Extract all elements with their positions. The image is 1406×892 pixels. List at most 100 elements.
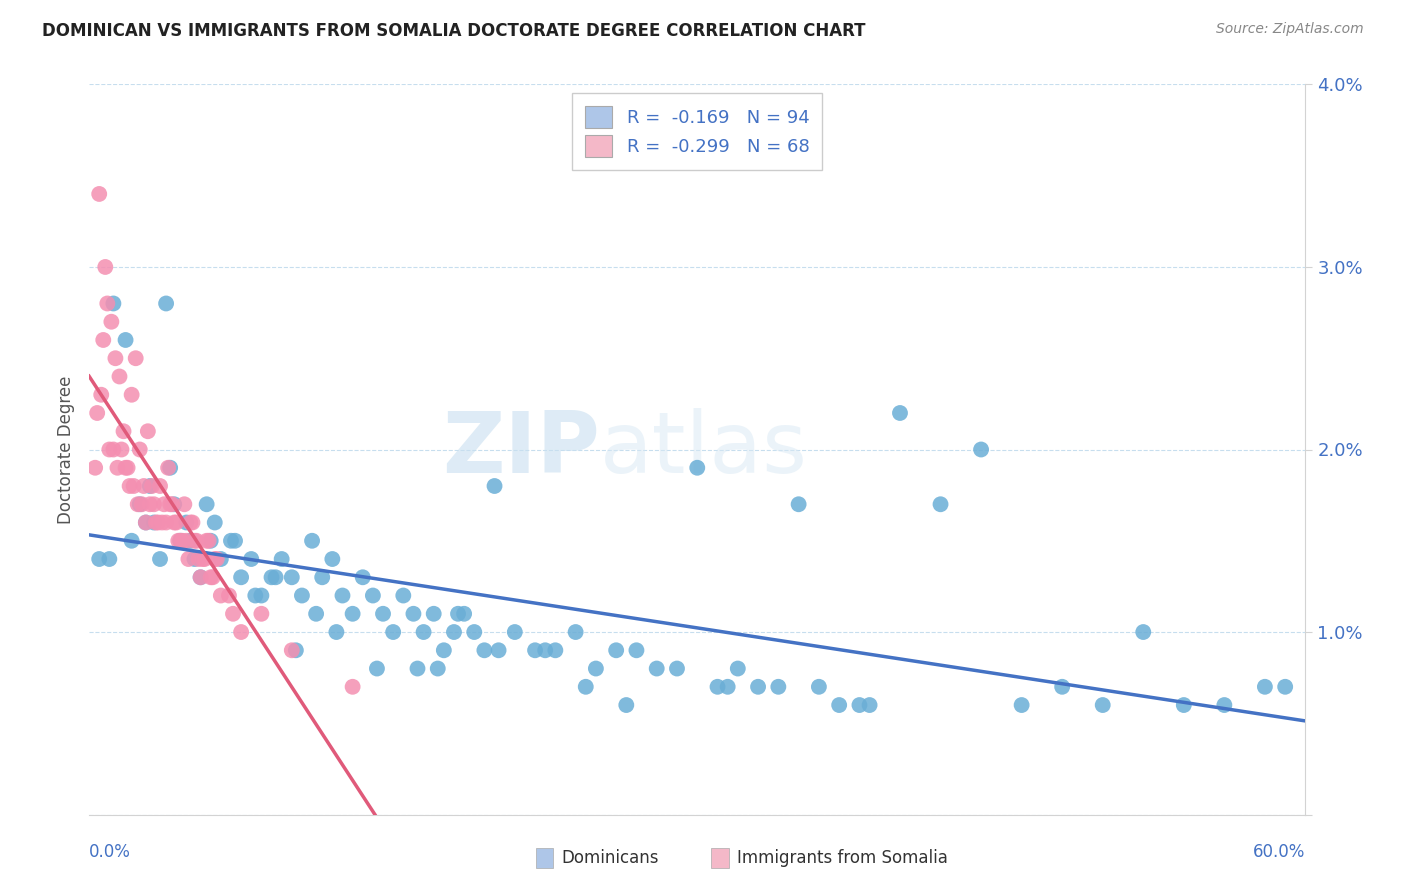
Point [128, 497, 150, 511]
Point [224, 533, 246, 548]
Point [100, 315, 122, 329]
Bar [536, 848, 554, 868]
Point [139, 479, 162, 493]
Point [325, 625, 347, 640]
Point [183, 533, 205, 548]
Point [84, 460, 107, 475]
Point [89, 186, 111, 201]
Point [392, 589, 415, 603]
Point [200, 570, 222, 584]
Point [564, 625, 586, 640]
Point [179, 516, 201, 530]
Point [201, 570, 224, 584]
Point [524, 643, 547, 657]
Point [125, 351, 148, 366]
Point [426, 661, 449, 675]
Point [250, 589, 273, 603]
Point [281, 570, 304, 584]
Point [141, 479, 163, 493]
Point [229, 570, 252, 584]
Y-axis label: Doctorate Degree: Doctorate Degree [58, 376, 75, 524]
Point [165, 516, 187, 530]
Point [177, 552, 200, 566]
Point [447, 607, 470, 621]
Point [575, 680, 598, 694]
Point [284, 643, 307, 657]
Point [176, 516, 198, 530]
Point [197, 533, 219, 548]
Point [321, 552, 343, 566]
Point [311, 570, 333, 584]
Point [686, 460, 709, 475]
Point [544, 643, 567, 657]
Point [260, 570, 283, 584]
Point [453, 607, 475, 621]
Point [122, 479, 145, 493]
Point [218, 589, 240, 603]
Point [645, 661, 668, 675]
Point [190, 570, 212, 584]
Point [159, 497, 181, 511]
Point [172, 533, 194, 548]
Point [110, 442, 132, 457]
Point [163, 516, 186, 530]
Point [169, 533, 191, 548]
Point [1254, 680, 1277, 694]
Point [488, 643, 510, 657]
Point [181, 516, 204, 530]
Point [142, 516, 165, 530]
Point [291, 589, 314, 603]
Point [1213, 698, 1236, 712]
Point [474, 643, 496, 657]
Point [98, 552, 121, 566]
Point [848, 698, 870, 712]
Text: 0.0%: 0.0% [89, 843, 131, 861]
Text: Source: ZipAtlas.com: Source: ZipAtlas.com [1216, 22, 1364, 37]
Point [173, 497, 195, 511]
Point [186, 533, 208, 548]
Point [163, 497, 186, 511]
Point [127, 497, 149, 511]
Point [402, 607, 425, 621]
Legend: R =  -0.169   N = 94, R =  -0.299   N = 68: R = -0.169 N = 94, R = -0.299 N = 68 [572, 94, 823, 170]
Point [270, 552, 292, 566]
Text: DOMINICAN VS IMMIGRANTS FROM SOMALIA DOCTORATE DEGREE CORRELATION CHART: DOMINICAN VS IMMIGRANTS FROM SOMALIA DOC… [42, 22, 866, 40]
Point [204, 516, 226, 530]
Point [342, 680, 364, 694]
Point [209, 589, 232, 603]
Point [406, 661, 429, 675]
Point [195, 533, 218, 548]
Point [929, 497, 952, 511]
Point [332, 589, 354, 603]
Point [665, 661, 688, 675]
Point [626, 643, 648, 657]
Point [118, 479, 141, 493]
Point [1011, 698, 1033, 712]
Point [187, 552, 209, 566]
Point [970, 442, 993, 457]
Point [149, 552, 172, 566]
Point [366, 661, 388, 675]
Point [717, 680, 740, 694]
Point [195, 497, 218, 511]
Point [768, 680, 790, 694]
Point [534, 643, 557, 657]
Point [155, 516, 177, 530]
Point [160, 497, 183, 511]
Point [155, 296, 177, 310]
Point [889, 406, 911, 420]
Point [91, 333, 114, 347]
Point [104, 351, 127, 366]
Point [1132, 625, 1154, 640]
Point [145, 516, 167, 530]
Point [112, 424, 135, 438]
Point [89, 552, 111, 566]
Point [142, 497, 165, 511]
Point [240, 552, 263, 566]
Point [135, 516, 157, 530]
Point [128, 442, 150, 457]
Point [1050, 680, 1073, 694]
Point [605, 643, 627, 657]
Point [219, 533, 242, 548]
Point [146, 516, 169, 530]
